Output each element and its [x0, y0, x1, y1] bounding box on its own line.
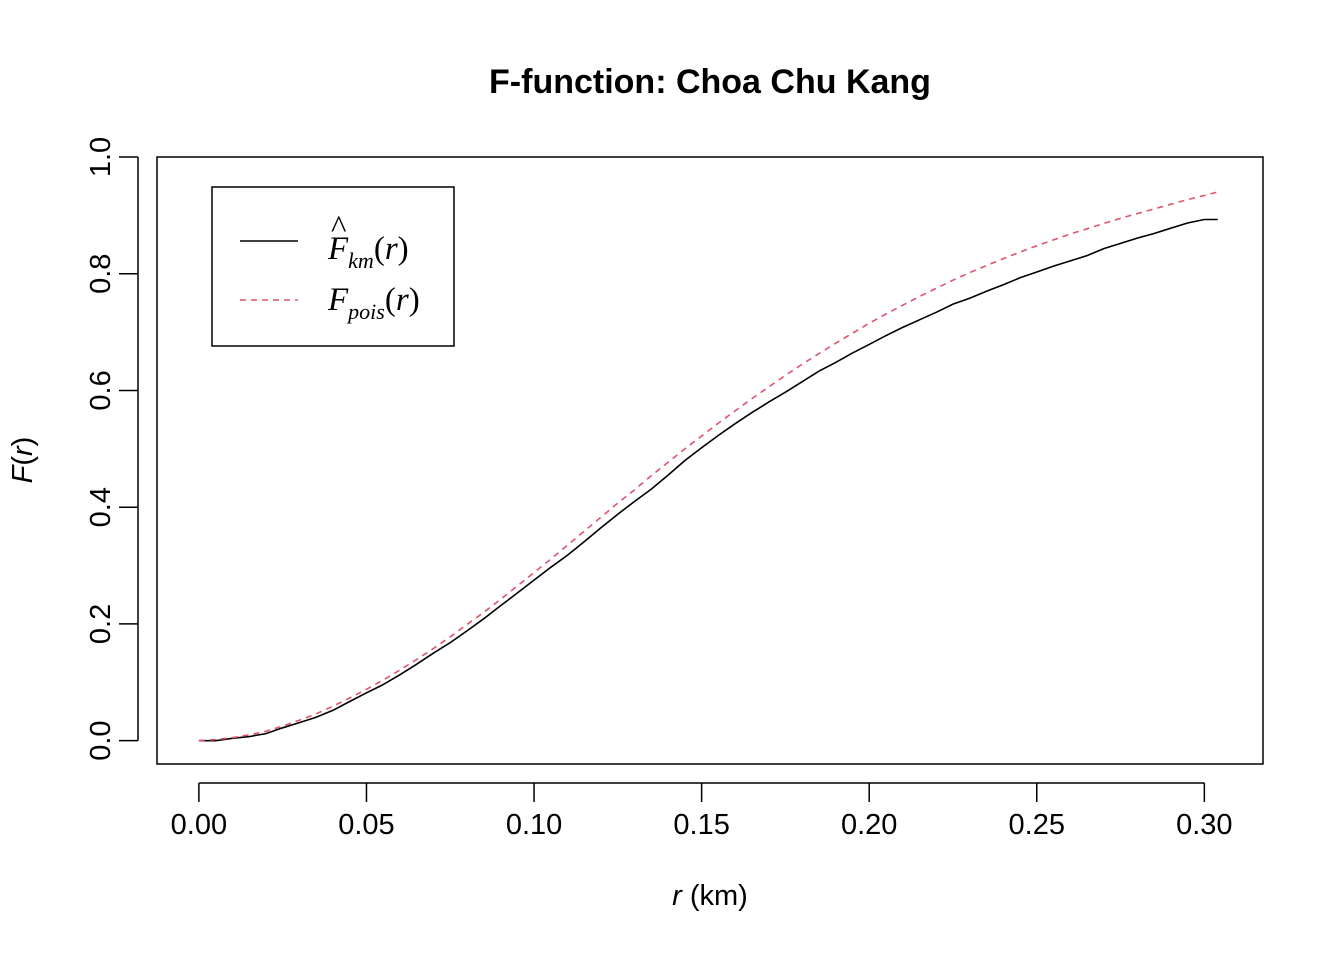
- x-tick-label: 0.20: [841, 809, 897, 841]
- series-line-fkm: [198, 218, 1218, 742]
- y-tick-label: 0.4: [85, 487, 117, 527]
- plot-frame: [156, 156, 1264, 765]
- chart-title: F-function: Choa Chu Kang: [489, 63, 931, 101]
- x-tick-label: 0.15: [673, 809, 729, 841]
- x-tick-label: 0.05: [338, 809, 394, 841]
- legend-label-fpois: Fpois(r): [327, 282, 420, 324]
- legend-box: [211, 186, 455, 347]
- y-tick-label: 0.0: [85, 720, 117, 760]
- series-line-fpois: [198, 191, 1219, 742]
- x-tick-label: 0.30: [1176, 809, 1232, 841]
- legend: ^ Fkm(r) Fpois(r): [211, 186, 455, 347]
- x-tick-label: 0.25: [1009, 809, 1065, 841]
- series-layer: [198, 191, 1219, 742]
- y-tick-label: 0.6: [85, 370, 117, 410]
- legend-label-fkm: Fkm(r): [327, 231, 409, 273]
- y-tick-label: 0.8: [85, 254, 117, 294]
- x-tick-label: 0.10: [506, 809, 562, 841]
- x-axis-label: r (km): [672, 880, 748, 912]
- x-axis: 0.00 0.05 0.10 0.15 0.20 0.25 0.30: [171, 782, 1233, 841]
- y-axis: 0.0 0.2 0.4 0.6 0.8 1.0: [85, 137, 139, 761]
- x-tick-label: 0.00: [171, 809, 227, 841]
- y-tick-label: 1.0: [85, 137, 117, 177]
- y-axis-label: F(r): [7, 437, 39, 484]
- legend-hat-fkm: ^: [331, 210, 347, 246]
- y-tick-label: 0.2: [85, 604, 117, 644]
